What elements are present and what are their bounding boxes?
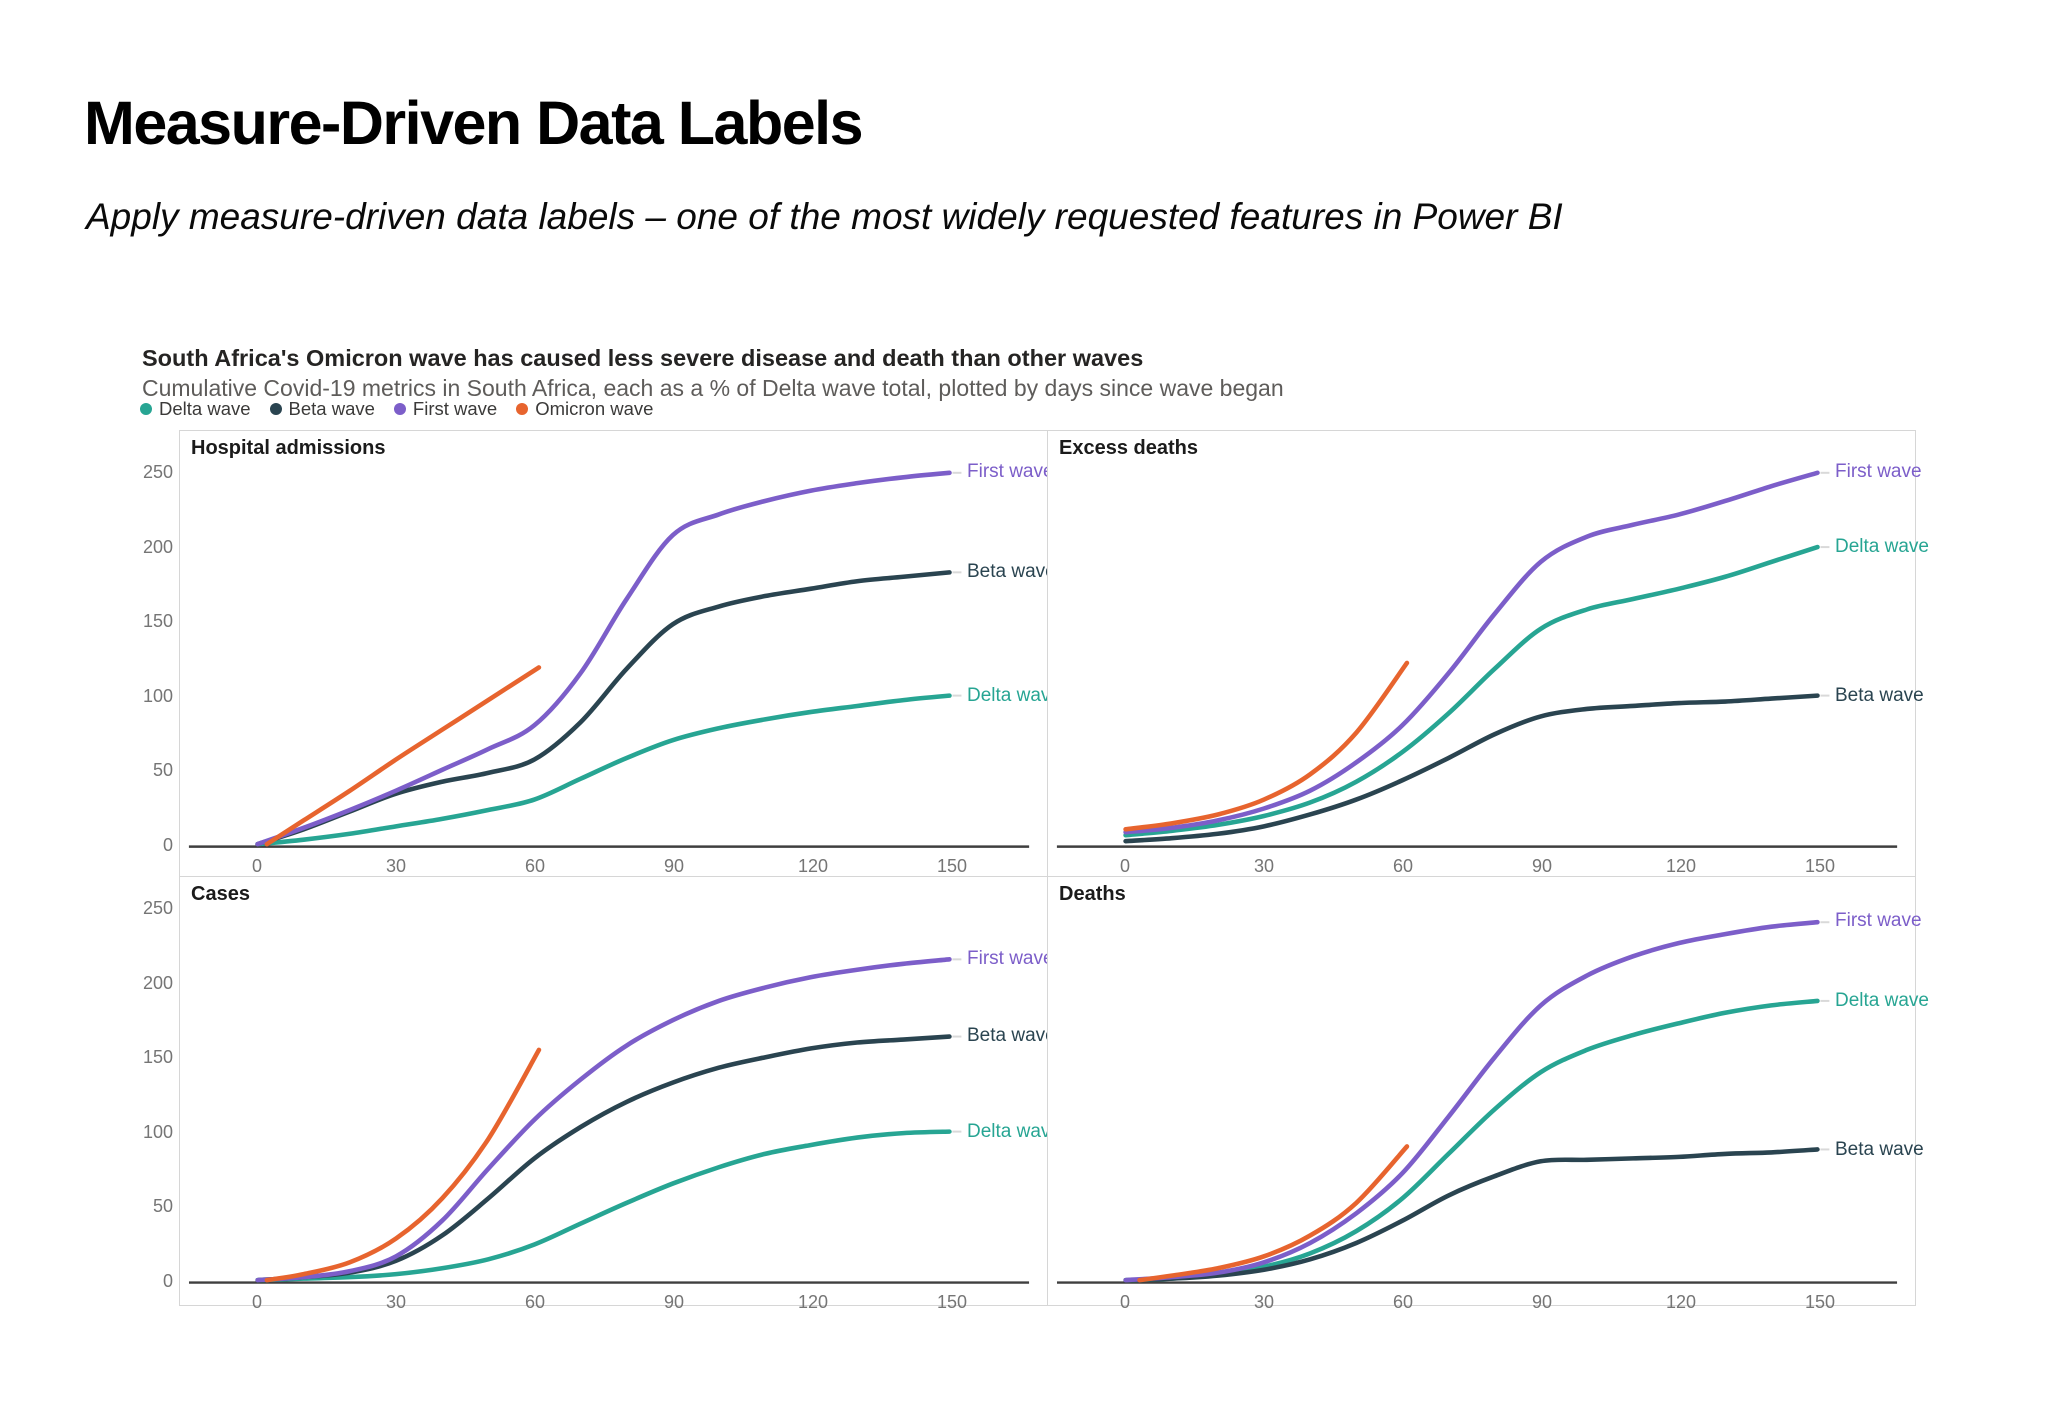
- x-tick-label: 30: [1253, 856, 1274, 876]
- series-line-delta-wave[interactable]: [255, 1129, 952, 1283]
- x-tick-label: 150: [1804, 856, 1835, 876]
- x-tick-label: 30: [1253, 1292, 1274, 1312]
- y-tick-label: 100: [142, 685, 173, 706]
- x-tick-label: 60: [1392, 856, 1413, 876]
- series-end-label: Delta wave: [1835, 535, 1929, 557]
- series-end-label: Delta wave: [967, 1120, 1061, 1142]
- chart-subtitle: Cumulative Covid-19 metrics in South Afr…: [142, 375, 1284, 401]
- x-tick-label: 120: [1665, 1292, 1696, 1312]
- series-end-label: First wave: [967, 947, 1054, 969]
- y-tick-label: 100: [142, 1121, 173, 1142]
- series-line-omicron-wave[interactable]: [1123, 660, 1410, 832]
- x-tick-label: 90: [663, 1292, 684, 1312]
- plot-area: [188, 957, 1030, 1284]
- y-tick-label: 250: [142, 462, 173, 482]
- powerbi-small-multiples-visual: South Africa's Omicron wave has caused l…: [0, 330, 2048, 1330]
- legend-item-omicron-wave[interactable]: Omicron wave: [516, 398, 653, 420]
- subplot-hospital-admissions[interactable]: Hospital admissions Delta wave Beta wave Fi…: [143, 430, 1061, 877]
- x-tick-label: 120: [797, 856, 828, 876]
- legend-dot-icon: [269, 403, 282, 415]
- series-end-label: Beta wave: [1835, 684, 1924, 706]
- x-tick-label: 0: [1119, 1292, 1130, 1312]
- x-tick-label: 60: [524, 856, 545, 876]
- x-tick-label: 150: [936, 1292, 967, 1312]
- y-tick-label: 250: [142, 898, 173, 918]
- x-tick-label: 150: [1804, 1292, 1835, 1312]
- y-tick-label: 150: [142, 611, 173, 632]
- x-tick-label: 0: [251, 856, 262, 876]
- x-tick-label: 60: [1392, 1292, 1413, 1312]
- y-tick-label: 150: [142, 1047, 173, 1068]
- y-tick-label: 0: [162, 835, 173, 855]
- series-line-first-wave[interactable]: [255, 957, 952, 1283]
- legend-item-label: Beta wave: [288, 398, 375, 419]
- series-line-beta-wave[interactable]: [1123, 693, 1820, 844]
- page-subtitle: Apply measure-driven data labels – one o…: [86, 196, 1563, 237]
- x-tick-label: 90: [1531, 856, 1552, 876]
- chart-legend: Delta wave Beta wave First wave Omicron wav…: [140, 398, 653, 420]
- subplot-cases[interactable]: Cases Delta wave Beta wave First wave 0 30 60 9…: [143, 876, 1061, 1312]
- x-tick-label: 90: [1531, 1292, 1552, 1312]
- series-line-omicron-wave[interactable]: [264, 1047, 542, 1283]
- subplot-title: Excess deaths: [1059, 437, 1198, 459]
- series-line-delta-wave[interactable]: [1123, 998, 1820, 1283]
- series-end-label: Beta wave: [1835, 1138, 1924, 1160]
- legend-item-delta-wave[interactable]: Delta wave: [140, 398, 251, 420]
- series-end-label: First wave: [1835, 910, 1922, 932]
- plot-area: [1056, 470, 1898, 848]
- legend-item-label: First wave: [412, 398, 498, 419]
- page-title: Measure-Driven Data Labels: [84, 89, 864, 157]
- legend-item-label: Delta wave: [159, 398, 251, 419]
- y-tick-label: 0: [162, 1271, 173, 1291]
- series-line-beta-wave[interactable]: [1123, 1147, 1820, 1283]
- series-line-delta-wave[interactable]: [1123, 544, 1820, 838]
- series-end-label: First wave: [967, 461, 1054, 482]
- y-tick-label: 50: [152, 1196, 173, 1217]
- x-tick-label: 150: [936, 856, 967, 876]
- series-line-first-wave[interactable]: [1123, 470, 1820, 835]
- series-line-omicron-wave[interactable]: [1137, 1144, 1410, 1283]
- legend-dot-icon: [140, 403, 152, 415]
- subplot-title: Cases: [191, 883, 250, 905]
- series-end-label: Delta wave: [1835, 989, 1929, 1011]
- series-line-delta-wave[interactable]: [255, 693, 952, 847]
- series-line-omicron-wave[interactable]: [264, 665, 542, 847]
- series-end-label: Delta wave: [967, 684, 1061, 706]
- x-tick-label: 90: [663, 856, 684, 876]
- series-line-first-wave[interactable]: [1123, 919, 1820, 1283]
- x-tick-label: 120: [1665, 856, 1696, 876]
- y-tick-label: 50: [152, 760, 173, 781]
- legend-dot-icon: [393, 403, 406, 415]
- series-line-first-wave[interactable]: [255, 470, 952, 847]
- x-tick-label: 60: [524, 1292, 545, 1312]
- legend-item-first-wave[interactable]: First wave: [393, 398, 498, 420]
- series-line-beta-wave[interactable]: [255, 1034, 952, 1283]
- subplot-deaths[interactable]: Deaths Delta wave Beta wave First wave 0 30 60…: [1047, 876, 1929, 1312]
- legend-dot-icon: [516, 403, 529, 415]
- plot-area: [188, 470, 1030, 848]
- subplot-title: Deaths: [1059, 883, 1126, 905]
- series-end-label: Beta wave: [967, 1025, 1056, 1047]
- chart-title: South Africa's Omicron wave has caused l…: [142, 345, 1144, 371]
- series-end-label: First wave: [1835, 461, 1922, 482]
- x-tick-label: 30: [385, 1292, 406, 1312]
- subplot-title: Hospital admissions: [191, 437, 386, 459]
- plot-area: [1056, 919, 1898, 1284]
- x-tick-label: 120: [797, 1292, 828, 1312]
- y-tick-label: 200: [142, 972, 173, 993]
- x-tick-label: 0: [251, 1292, 262, 1312]
- legend-item-beta-wave[interactable]: Beta wave: [269, 398, 375, 420]
- x-tick-label: 0: [1119, 856, 1130, 876]
- y-tick-label: 200: [142, 536, 173, 557]
- series-end-label: Beta wave: [967, 560, 1056, 582]
- x-tick-label: 30: [385, 856, 406, 876]
- legend-item-label: Omicron wave: [535, 398, 654, 419]
- subplot-excess-deaths[interactable]: Excess deaths Delta wave Beta wave First wa…: [1047, 430, 1929, 877]
